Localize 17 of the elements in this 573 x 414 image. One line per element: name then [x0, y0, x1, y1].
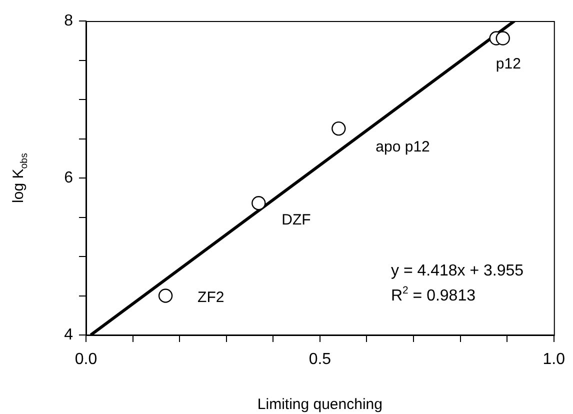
point — [496, 31, 510, 46]
y-tick-label: 6 — [64, 169, 74, 186]
y-tick-label: 4 — [64, 326, 74, 344]
x-tick-label: 0.5 — [308, 351, 332, 368]
annotation: DZF — [282, 211, 311, 228]
point — [252, 196, 266, 210]
point — [158, 288, 173, 303]
annotation: apo p12 — [376, 138, 430, 156]
annotation: p12 — [496, 55, 521, 72]
annotation: ZF2 — [198, 288, 224, 306]
x-tick-label: 1.0 — [542, 351, 566, 368]
point — [332, 121, 346, 136]
y-axis-title: log Kobs — [10, 152, 30, 203]
y-tick-label: 8 — [64, 12, 74, 30]
x-axis-title: Limiting quenching — [257, 396, 382, 414]
x-tick-label: 0.0 — [74, 351, 98, 368]
annotation: y = 4.418x + 3.955 — [391, 262, 524, 280]
